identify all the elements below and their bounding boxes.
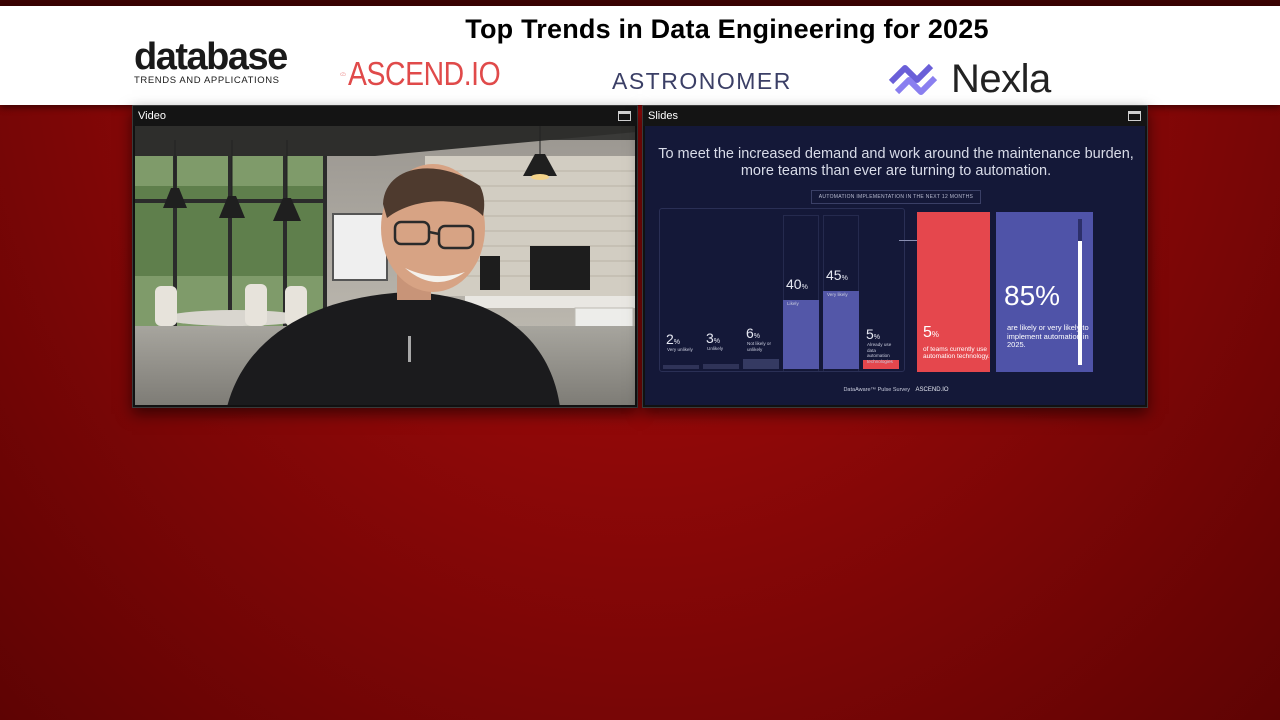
blue-card-progress-fill	[1078, 241, 1082, 365]
bar-value-label: 3%	[706, 330, 721, 346]
blue-card-text: are likely or very likely to implement a…	[1007, 323, 1089, 349]
survey-bar	[703, 364, 739, 369]
slides-panel: Slides To meet the increased demand and …	[642, 105, 1148, 408]
bar-value-label: 5%	[866, 326, 881, 342]
database-logo-subtitle: TRENDS AND APPLICATIONS	[134, 75, 280, 86]
survey-bar	[783, 300, 819, 369]
nexla-logo: Nexla	[887, 56, 1067, 102]
slide: To meet the increased demand and work ar…	[645, 126, 1145, 405]
ascend-logo-text: ASCEND.IO	[347, 55, 501, 92]
presenter-sweater	[227, 292, 560, 405]
top-strip	[0, 0, 1280, 6]
video-panel: Video	[132, 105, 638, 408]
bar-category-label: Very unlikely	[667, 347, 693, 352]
astronomer-logo: ASTRONOMER	[612, 68, 792, 94]
red-card-number: 5	[923, 324, 932, 341]
slides-panel-header: Slides	[643, 106, 1147, 126]
red-card-unit: %	[931, 330, 940, 339]
slide-footer: DataAware™ Pulse Survey ASCEND.IO	[645, 387, 1145, 393]
current-automation-card: 5% of teams currently use automation tec…	[917, 212, 990, 372]
glasses	[393, 220, 475, 250]
bar-category-label: Already use data automation technologies	[867, 342, 893, 364]
red-card-text: of teams currently use automation techno…	[923, 346, 990, 360]
presenter-video-image	[135, 126, 635, 405]
slide-footer-text: DataAware™ Pulse Survey	[843, 387, 910, 393]
video-feed	[135, 126, 635, 405]
cloud-arrow-icon	[340, 72, 346, 76]
bar-value-label: 40%	[786, 276, 808, 292]
survey-bar	[743, 359, 779, 369]
bar-value-label: 6%	[746, 325, 761, 341]
slide-headline: To meet the increased demand and work ar…	[658, 146, 1134, 179]
bar-category-label: Not likely or unlikely	[747, 341, 771, 352]
ascend-mini-logo: ASCEND.IO	[915, 387, 949, 393]
survey-bar-chart: 2% Very unlikely 3% Unlikely 6% Not likely or…	[659, 208, 905, 372]
pendant-lamps	[163, 126, 557, 221]
bar-value-label: 2%	[666, 331, 681, 347]
red-card-value: 5%	[923, 324, 939, 342]
sponsor-banner: Top Trends in Data Engineering for 2025 …	[0, 6, 1280, 105]
survey-bar	[823, 291, 859, 369]
bar-category-label: Unlikely	[707, 346, 724, 351]
arrow-line	[899, 240, 925, 241]
blue-card-value: 85%	[1004, 280, 1061, 311]
slide-chart-subtitle: AUTOMATION IMPLEMENTATION IN THE NEXT 12…	[811, 190, 981, 204]
survey-bar	[863, 360, 899, 369]
bar-category-label: Likely	[787, 301, 799, 306]
maximize-icon[interactable]	[1128, 111, 1141, 121]
bar-value-label: 45%	[826, 267, 848, 283]
slides-panel-title: Slides	[648, 110, 678, 122]
survey-bar	[663, 365, 699, 369]
ascend-logo: ASCEND.IO	[340, 50, 525, 98]
video-panel-header: Video	[133, 106, 637, 126]
banner-title: Top Trends in Data Engineering for 2025	[465, 14, 989, 44]
likely-automation-card: 85% are likely or very likely to impleme…	[996, 212, 1093, 372]
database-logo-word: database	[134, 36, 288, 78]
bar-slot	[783, 215, 819, 371]
nexla-logo-text: Nexla	[951, 56, 1051, 101]
maximize-icon[interactable]	[618, 111, 631, 121]
bar-category-label: Very likely	[827, 292, 848, 297]
slide-content: To meet the increased demand and work ar…	[645, 126, 1145, 405]
database-trends-logo: database TRENDS AND APPLICATIONS	[134, 38, 306, 86]
video-panel-title: Video	[138, 110, 166, 122]
nexla-chevron-icon	[888, 63, 938, 95]
